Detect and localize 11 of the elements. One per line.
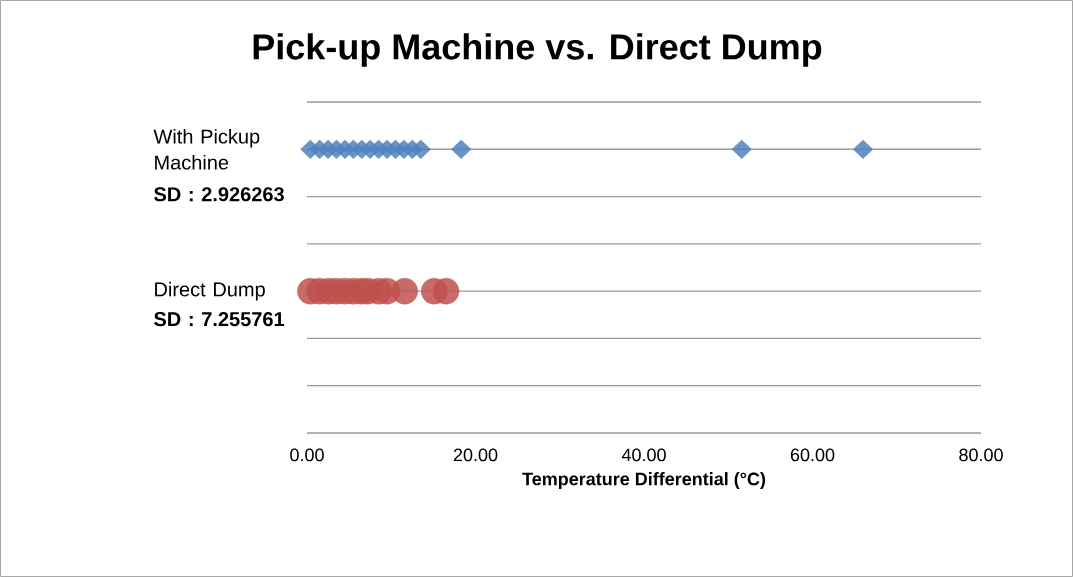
text: SD : 2.926263 bbox=[154, 187, 284, 202]
text: SD : 7.255761 bbox=[154, 312, 285, 327]
x-tick-label: 80.00 bbox=[959, 448, 1003, 462]
x-tick-label: 0.00 bbox=[290, 448, 324, 462]
y-tick-label: With Pickup Machine bbox=[153, 128, 260, 170]
chart-title: Pick-up Machine vs. Direct Dump bbox=[253, 33, 822, 67]
y-tick-label: Direct Dump bbox=[155, 281, 265, 301]
x-tick-label: 20.00 bbox=[453, 448, 498, 462]
x-tick-label: 40.00 bbox=[621, 448, 666, 462]
x-tick-label: 60.00 bbox=[790, 448, 835, 462]
x-axis-title: Temperature Differential (°C) bbox=[522, 472, 766, 489]
